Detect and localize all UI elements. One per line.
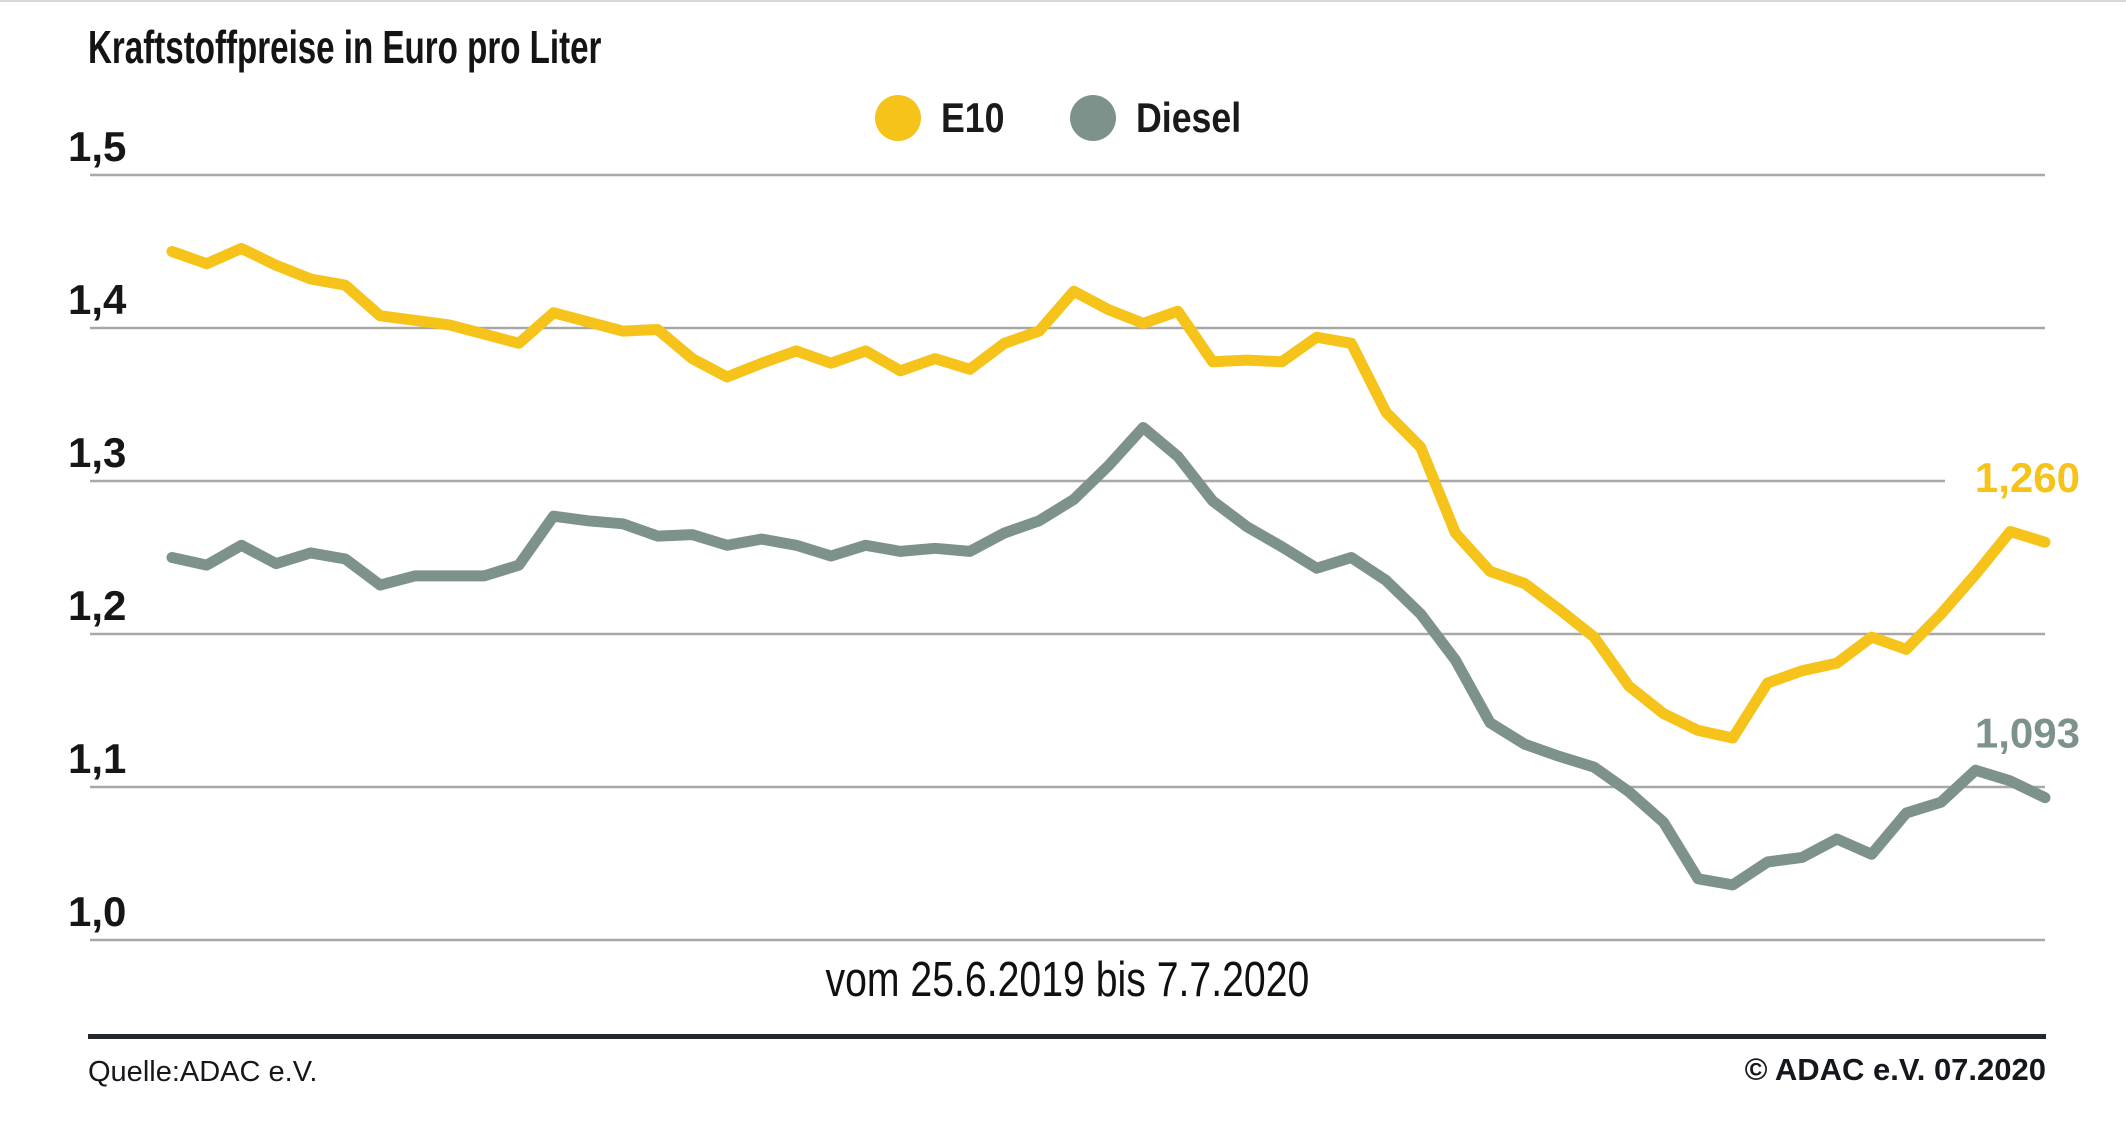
legend-e10-dot-icon <box>875 95 922 141</box>
legend-label-e10: E10 <box>941 94 1005 141</box>
legend-diesel-dot-icon <box>1069 95 1116 141</box>
x-axis-caption-text: vom 25.6.2019 bis 7.7.2020 <box>825 953 1310 1007</box>
source-note: Quelle:ADAC e.V. <box>88 1056 318 1088</box>
end-value-label-e10: 1,260 <box>1975 454 2080 501</box>
x-axis-caption: vom 25.6.2019 bis 7.7.2020 <box>90 952 2045 1008</box>
y-tick-label-1,3: 1,3 <box>68 429 126 476</box>
y-tick-label-1,0: 1,0 <box>68 888 126 935</box>
chart-title: Kraftstoffpreise in Euro pro Liter <box>88 21 602 73</box>
chart-legend: E10 Diesel <box>90 94 2045 142</box>
y-tick-label-1,2: 1,2 <box>68 582 126 629</box>
series-line-e10 <box>166 242 2051 744</box>
copyright-note: © ADAC e.V. 07.2020 <box>1744 1052 2046 1087</box>
series-line-diesel <box>166 422 2051 891</box>
end-value-label-diesel: 1,093 <box>1975 710 2080 757</box>
legend-item-e10: E10 <box>875 94 1016 142</box>
legend-item-diesel: Diesel <box>1069 94 1260 142</box>
footer-divider <box>88 1034 2046 1039</box>
y-tick-label-1,4: 1,4 <box>68 276 127 323</box>
legend-label-diesel: Diesel <box>1135 94 1242 141</box>
y-tick-label-1,5: 1,5 <box>68 123 126 170</box>
y-tick-label-1,1: 1,1 <box>68 735 126 782</box>
top-divider <box>0 0 2126 2</box>
